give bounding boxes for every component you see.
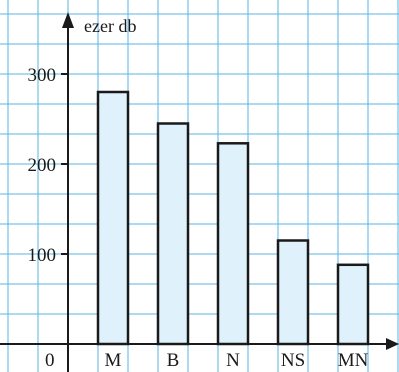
y-ticks: 100 200 300 [28, 65, 68, 266]
bars [96, 90, 370, 346]
x-axis-arrow [386, 338, 399, 350]
bar-mn [336, 263, 370, 346]
category-label-b: B [167, 350, 180, 371]
category-label-m: M [105, 350, 122, 371]
y-tick-label-100: 100 [28, 245, 57, 266]
origin-label: 0 [45, 350, 55, 371]
category-label-ns: NS [281, 350, 305, 371]
category-label-n: N [226, 350, 240, 371]
y-unit-label: ezer db [84, 16, 136, 36]
axes [0, 12, 399, 372]
y-tick-label-200: 200 [28, 155, 57, 176]
category-labels: M B N NS MN [105, 350, 369, 371]
bar-n [216, 142, 250, 346]
category-label-mn: MN [338, 350, 369, 371]
bar-m [96, 90, 130, 346]
bar-b [156, 122, 190, 346]
y-axis-arrow [62, 12, 74, 28]
y-tick-label-300: 300 [28, 65, 57, 86]
bar-ns [276, 239, 310, 346]
